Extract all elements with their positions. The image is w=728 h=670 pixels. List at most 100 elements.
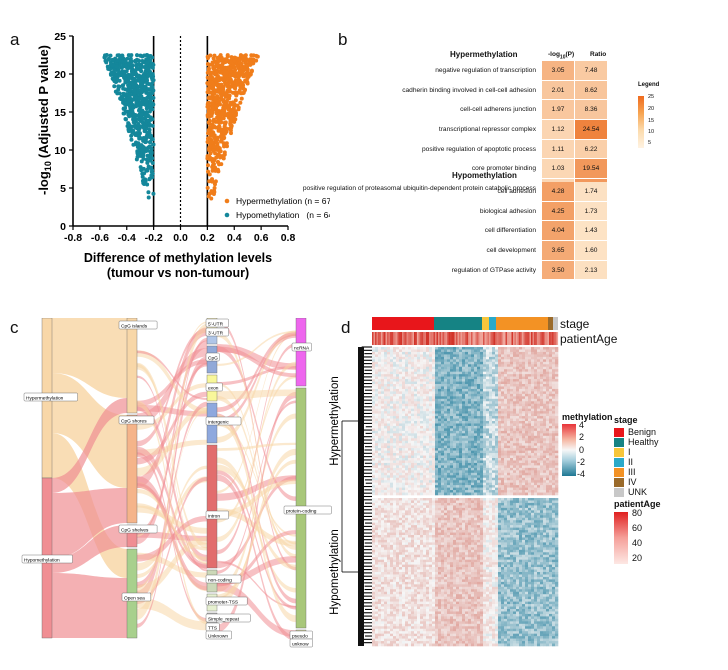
heatmap-cell <box>480 361 484 365</box>
heatmap-cell <box>477 467 481 471</box>
heatmap-cell <box>522 455 526 459</box>
heatmap-cell <box>522 445 526 449</box>
heatmap-cell <box>492 379 496 382</box>
heatmap-cell <box>438 465 442 469</box>
heatmap-cell <box>501 465 505 469</box>
heatmap-cell <box>432 485 436 488</box>
heatmap-cell <box>390 465 394 469</box>
heatmap-cell <box>387 480 391 483</box>
heatmap-cell <box>372 408 376 412</box>
heatmap-cell <box>420 470 424 474</box>
heatmap-cell <box>459 391 463 395</box>
heatmap-cell <box>486 487 490 491</box>
heatmap-cell <box>432 369 436 372</box>
heatmap-cell <box>534 398 538 402</box>
heatmap-cell <box>444 391 448 395</box>
go-row: transcriptional repressor complex 1.12 24.… <box>303 119 608 140</box>
heatmap-cell <box>393 465 397 469</box>
heatmap-cell <box>393 462 397 466</box>
heatmap-cell <box>456 487 460 491</box>
heatmap-cell <box>441 354 445 358</box>
heatmap-cell <box>513 445 517 449</box>
heatmap-cell <box>426 371 430 375</box>
heatmap-cell <box>507 425 511 429</box>
heatmap-cell <box>513 351 517 355</box>
heatmap-cell <box>423 450 427 454</box>
heatmap-cell <box>507 482 511 486</box>
heatmap-cell <box>408 428 412 432</box>
heatmap-cell <box>498 359 502 363</box>
heatmap-cell <box>390 406 394 409</box>
heatmap-cell <box>399 482 403 486</box>
heatmap-cell <box>504 490 508 493</box>
heatmap-cell <box>420 408 424 412</box>
heatmap-cell <box>456 401 460 405</box>
heatmap-cell <box>408 354 412 358</box>
data-point <box>144 106 149 111</box>
heatmap-cell <box>420 361 424 365</box>
go-term: cell development <box>486 246 536 254</box>
data-point <box>140 174 145 179</box>
heatmap-cell <box>393 376 397 380</box>
heatmap-cell <box>438 379 442 382</box>
heatmap-cell <box>414 455 418 459</box>
heatmap-cell <box>504 433 508 437</box>
age-annotation-cell <box>424 332 427 345</box>
heatmap-cell <box>414 359 418 363</box>
heatmap-cell <box>399 480 403 483</box>
heatmap-cell <box>444 347 448 350</box>
heatmap-cell <box>414 416 418 419</box>
heatmap-cell <box>393 448 397 451</box>
heatmap-cell <box>504 482 508 486</box>
heatmap-cell <box>501 492 505 496</box>
age-annotation-cell <box>376 332 379 345</box>
data-point <box>145 95 150 100</box>
heatmap-cell <box>405 401 409 405</box>
data-point <box>144 77 149 82</box>
data-point <box>148 95 153 100</box>
heatmap-cell <box>399 487 403 491</box>
heatmap-cell <box>504 359 508 363</box>
heatmap-cell <box>429 443 433 446</box>
heatmap-cell <box>456 374 460 377</box>
heatmap-cell <box>426 406 430 409</box>
heatmap-cell <box>441 467 445 471</box>
x-tick-label: 0.6 <box>254 232 269 244</box>
heatmap-cell <box>438 416 442 419</box>
heatmap-cell <box>435 359 439 363</box>
heatmap-cell <box>414 450 418 454</box>
heatmap-cell <box>381 354 385 358</box>
heatmap-cell <box>387 487 391 491</box>
heatmap-cell <box>459 458 463 461</box>
heatmap-cell <box>486 423 490 427</box>
heatmap-cell <box>414 482 418 486</box>
data-point <box>145 113 150 118</box>
heatmap-cell <box>381 371 385 375</box>
heatmap-cell <box>372 421 376 424</box>
heatmap-cell <box>435 433 439 437</box>
heatmap-cell <box>486 445 490 449</box>
heatmap-cell <box>402 433 406 437</box>
data-point <box>147 154 152 159</box>
heatmap-cell <box>513 366 517 370</box>
heatmap-cell <box>402 366 406 370</box>
heatmap-cell <box>489 391 493 395</box>
heatmap-cell <box>384 349 388 353</box>
age-annotation-cell <box>378 332 380 345</box>
heatmap-cell <box>522 453 526 456</box>
heatmap-cell <box>513 354 517 358</box>
heatmap-cell <box>528 398 532 402</box>
heatmap-cell <box>423 361 427 365</box>
heatmap-cell <box>471 421 475 424</box>
heatmap-cell <box>462 421 466 424</box>
heatmap-cell <box>522 470 526 474</box>
heatmap-cell <box>426 376 430 380</box>
heatmap-cell <box>492 421 496 424</box>
age-annotation-cell <box>471 332 473 345</box>
heatmap-cell <box>513 374 517 377</box>
heatmap-cell <box>528 369 532 372</box>
sankey-flow <box>217 365 296 386</box>
age-annotation-cell <box>469 332 472 345</box>
heatmap-cell <box>534 374 538 377</box>
heatmap-cell <box>450 386 454 390</box>
